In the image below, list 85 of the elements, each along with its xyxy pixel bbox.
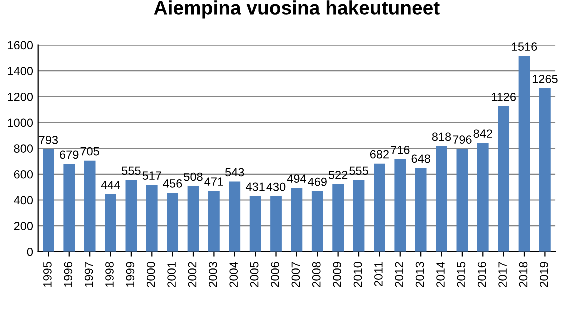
data-label: 522 (328, 171, 348, 180)
data-label: 1516 (512, 42, 538, 51)
bar (188, 186, 200, 252)
bar (353, 180, 365, 252)
data-label: 682 (370, 150, 389, 159)
bar (208, 191, 220, 252)
x-tick-label: 2019 (540, 262, 548, 288)
data-label: 793 (39, 136, 58, 144)
data-label: 471 (204, 178, 224, 186)
bar (126, 180, 138, 252)
y-tick-label: 1400 (8, 67, 34, 76)
data-label: 431 (246, 182, 265, 192)
y-tick-label: 1600 (8, 41, 34, 50)
bar (229, 182, 241, 252)
bar (43, 149, 54, 252)
y-tick-label: 1200 (8, 92, 34, 102)
data-label: 508 (184, 172, 203, 182)
data-label: 555 (350, 166, 368, 176)
y-tick-label: 800 (14, 144, 34, 153)
x-tick-label: 1999 (126, 262, 135, 287)
x-tick-label: 2013 (416, 262, 424, 288)
bar (146, 185, 158, 252)
bar (167, 193, 179, 252)
bar (291, 188, 303, 252)
y-tick-label: 200 (14, 222, 34, 230)
y-tick-label: 400 (14, 196, 34, 205)
x-tick-label: 2008 (312, 262, 321, 288)
bar (105, 194, 116, 252)
bar (415, 168, 427, 252)
x-tick-label: 2007 (292, 262, 300, 288)
bar (394, 159, 406, 252)
data-label: 469 (308, 178, 327, 186)
x-tick-label: 2010 (354, 262, 362, 288)
data-label: 517 (142, 172, 162, 180)
data-label: 796 (453, 136, 472, 144)
x-tick-label: 2005 (250, 262, 259, 288)
data-label: 716 (391, 146, 410, 154)
data-label: 818 (432, 132, 452, 142)
data-label: 444 (101, 181, 120, 190)
x-tick-label: 2001 (168, 262, 176, 288)
bar (312, 191, 324, 252)
x-tick-label: 2006 (271, 262, 280, 288)
data-label: 555 (122, 166, 141, 176)
bar (498, 106, 510, 252)
data-label: 842 (474, 130, 492, 138)
x-tick-label: 2002 (188, 262, 197, 288)
data-label: 456 (163, 180, 182, 188)
bar (270, 196, 282, 252)
data-label: 679 (60, 150, 79, 160)
chart-title: Aiempina vuosina hakeutuneet (154, 0, 440, 19)
data-label: 1126 (492, 93, 516, 102)
x-tick-label: 2017 (498, 262, 507, 288)
bar (518, 56, 530, 252)
x-tick-label: 1997 (84, 262, 94, 287)
x-tick-label: 2011 (374, 262, 383, 286)
bar (332, 184, 344, 252)
data-label: 494 (287, 174, 306, 183)
x-tick-label: 2004 (230, 262, 238, 288)
bar (64, 164, 76, 252)
y-tick-label: 0 (27, 248, 34, 256)
x-tick-label: 1998 (106, 262, 114, 287)
x-tick-label: 2003 (209, 262, 218, 288)
bar (477, 143, 489, 252)
x-tick-label: 2015 (457, 262, 466, 288)
bar (250, 196, 262, 252)
x-tick-label: 1996 (64, 262, 73, 287)
bar (84, 160, 96, 252)
bar (436, 146, 448, 252)
bar (456, 149, 468, 252)
y-tick-label: 1000 (8, 118, 34, 128)
x-tick-label: 2009 (333, 262, 342, 288)
x-tick-label: 2016 (478, 262, 486, 288)
data-label: 543 (226, 168, 244, 177)
data-label: 1265 (532, 75, 558, 84)
data-label: 648 (412, 154, 430, 164)
y-tick-label: 600 (14, 170, 34, 179)
x-tick-label: 2012 (395, 262, 404, 288)
x-tick-label: 1995 (44, 262, 52, 287)
x-tick-label: 2000 (146, 262, 156, 288)
bar (374, 164, 386, 252)
x-tick-label: 2014 (436, 262, 445, 288)
bar (540, 88, 551, 252)
data-label: 705 (80, 147, 100, 156)
data-label: 430 (266, 182, 286, 192)
x-tick-label: 2018 (519, 262, 528, 288)
